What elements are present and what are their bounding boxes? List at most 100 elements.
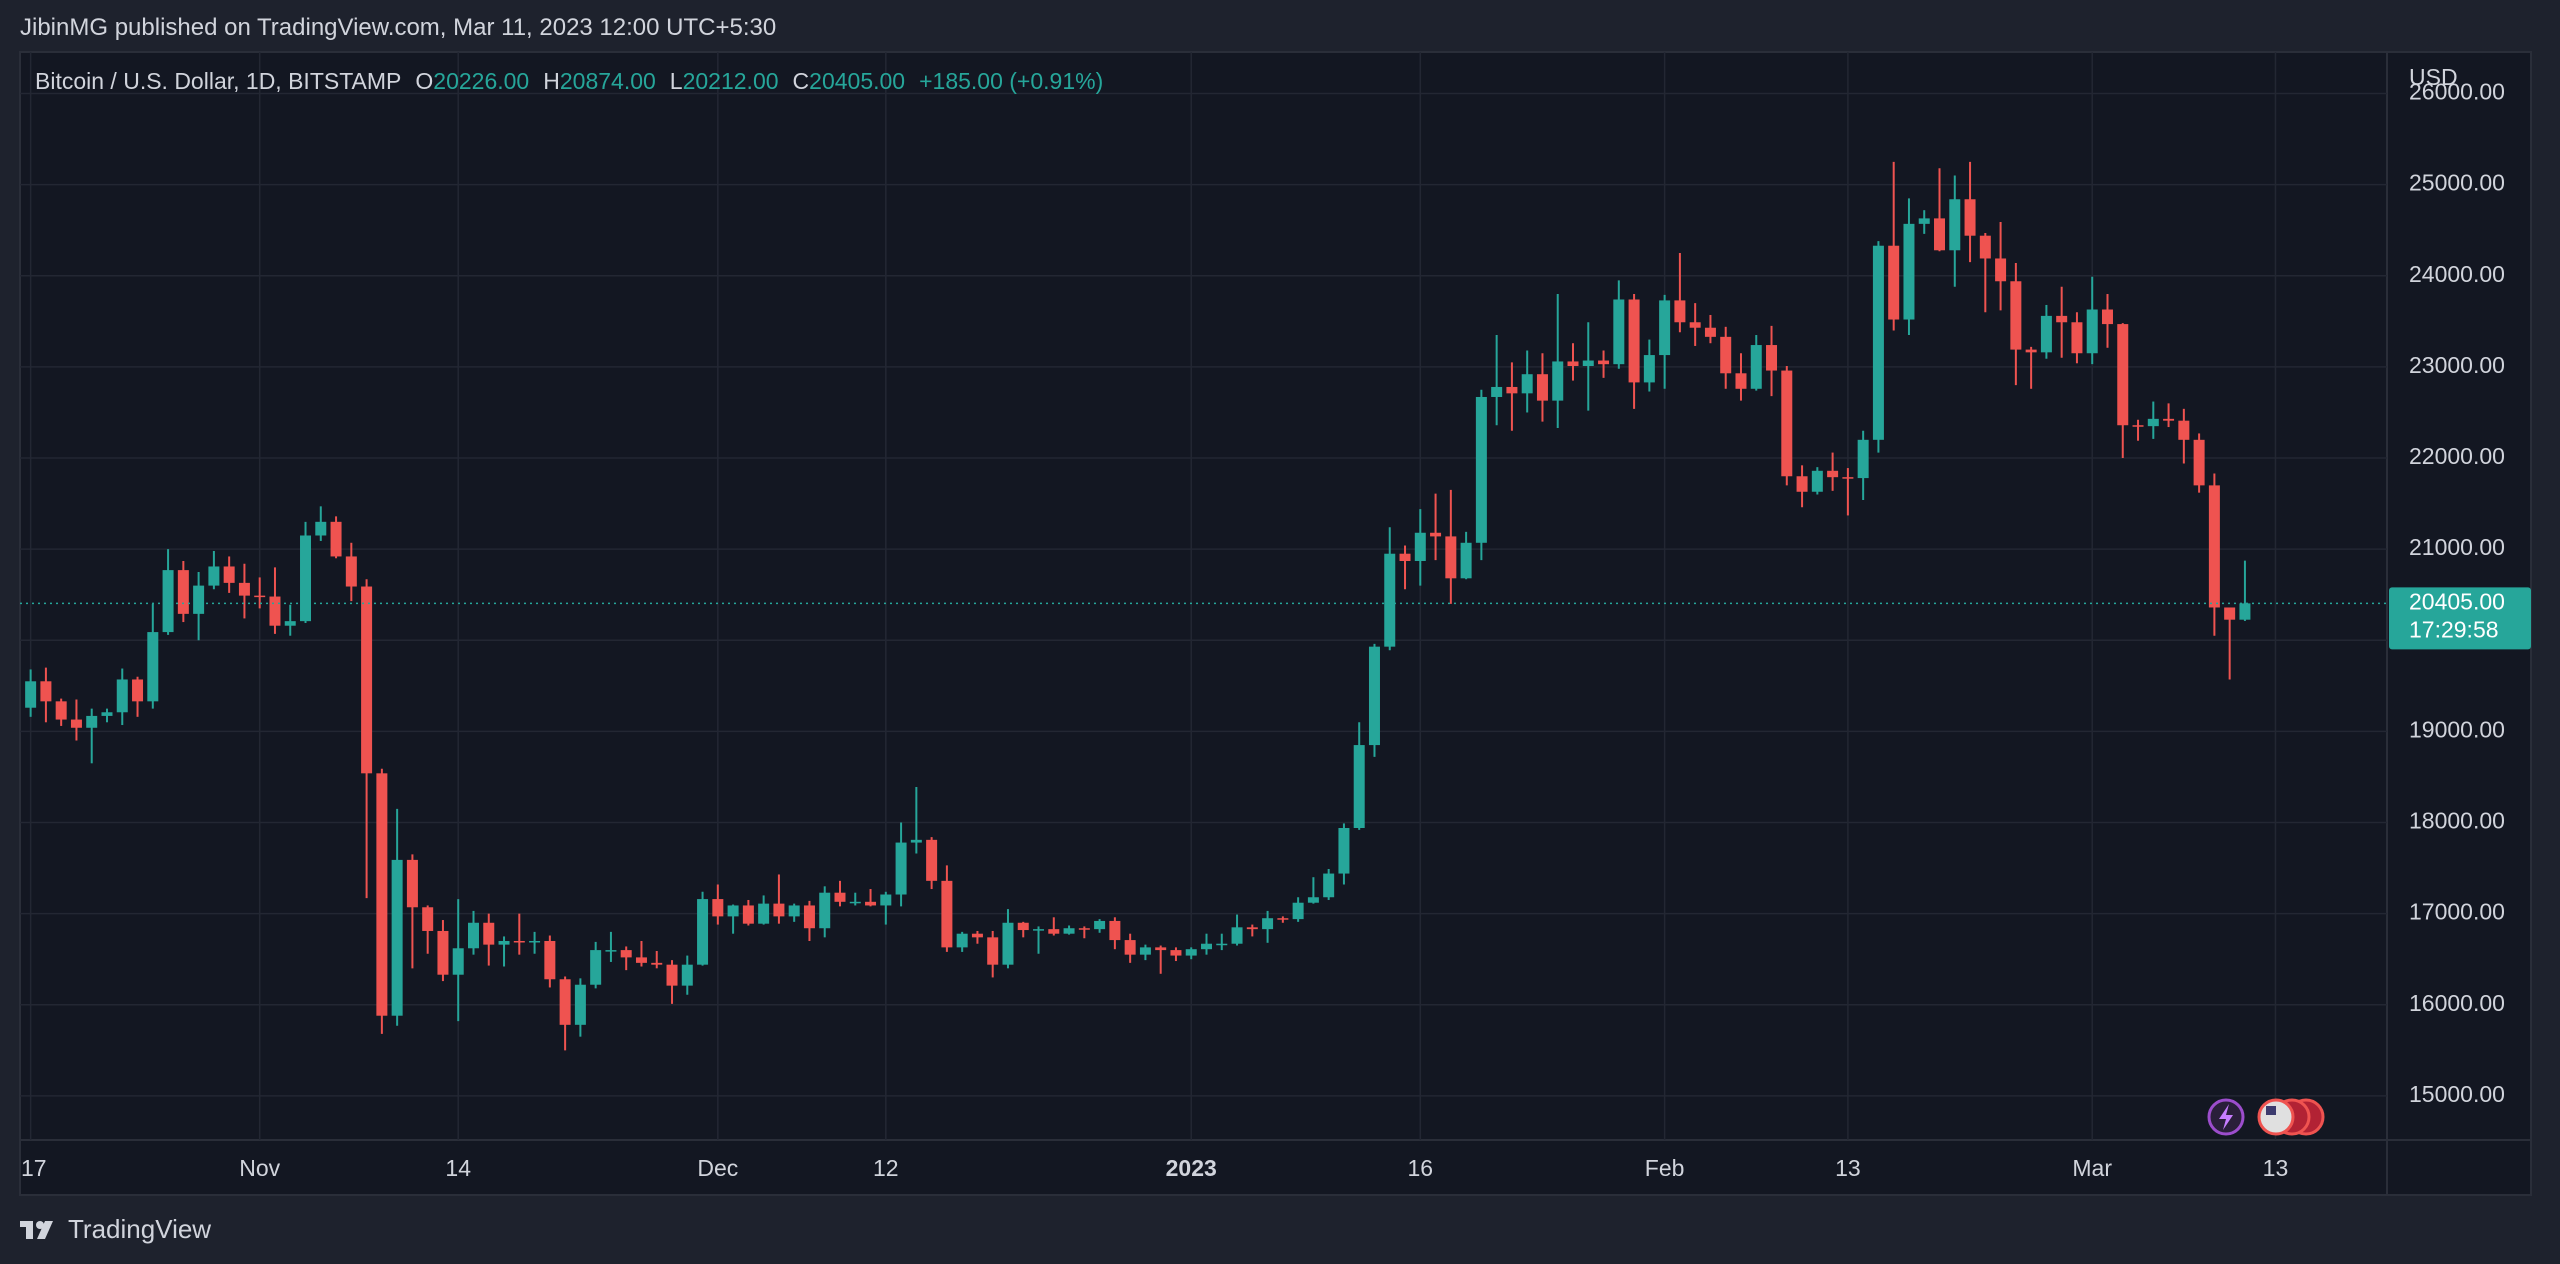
candle-body	[406, 859, 418, 908]
candle-body	[1368, 646, 1380, 746]
candle-body	[697, 899, 709, 965]
candle-body	[1689, 322, 1701, 328]
candle-body	[742, 905, 754, 924]
candle-body	[1598, 360, 1610, 365]
legend: Bitcoin / U.S. Dollar, 1D, BITSTAMP O2022…	[35, 68, 1103, 95]
candle-body	[2056, 315, 2068, 323]
symbol-title: Bitcoin / U.S. Dollar, 1D, BITSTAMP	[35, 68, 402, 94]
footer: TradingView	[20, 1214, 211, 1245]
candle-body	[1338, 827, 1350, 874]
candle-body	[483, 922, 495, 945]
candle-body	[1262, 918, 1274, 930]
candle-body	[1582, 360, 1594, 367]
candle-body	[1201, 943, 1212, 950]
candle-body	[635, 957, 647, 963]
candle-body	[987, 937, 999, 965]
candle-body	[605, 950, 617, 952]
candle-body	[1292, 902, 1304, 920]
candle-body	[1766, 345, 1778, 371]
event-icons	[2207, 1098, 2325, 1136]
candle-body	[2163, 418, 2175, 421]
candle-body	[437, 930, 449, 975]
y-tick-label: 23000.00	[2409, 352, 2505, 378]
brand-name: TradingView	[68, 1214, 212, 1244]
candle-body	[376, 773, 388, 1016]
candle-body	[1643, 355, 1655, 383]
candle-body	[452, 948, 464, 975]
candle-body	[177, 570, 189, 614]
candle-body	[1674, 300, 1686, 323]
candle-body	[880, 894, 892, 906]
candle-body	[590, 950, 602, 985]
candle-body	[101, 712, 113, 716]
candle-body	[803, 905, 815, 929]
candle-body	[1613, 299, 1625, 365]
candle-body	[1445, 536, 1457, 579]
y-tick-label: 19000.00	[2409, 716, 2505, 742]
candle-body	[1460, 542, 1472, 579]
candle-body	[910, 839, 922, 843]
candle-body	[147, 632, 159, 702]
candle-body	[345, 556, 357, 587]
candle-body	[1720, 336, 1732, 374]
candle-body	[2208, 485, 2220, 608]
candle-body	[1353, 745, 1365, 828]
candle-body	[1017, 922, 1029, 931]
candle-body	[1384, 553, 1396, 647]
candle-body	[1827, 470, 1839, 478]
candle-body	[1414, 532, 1426, 562]
x-tick-label: 17	[21, 1155, 47, 1181]
candle-body	[1475, 396, 1487, 543]
candle-body	[1903, 223, 1915, 320]
candle-body	[2193, 439, 2205, 486]
candle-body	[1995, 258, 2007, 282]
candle-body	[2086, 309, 2098, 354]
candle-body	[391, 859, 403, 1016]
candle-body	[2178, 420, 2190, 440]
x-tick-label: 13	[1835, 1155, 1861, 1181]
legend-key: O	[415, 68, 434, 94]
x-tick-label: Mar	[2072, 1155, 2112, 1181]
candle-body	[1430, 532, 1442, 537]
candle-body	[300, 535, 312, 622]
candle-body	[651, 962, 663, 965]
candle-body	[1216, 943, 1228, 946]
candle-body	[284, 621, 296, 626]
candles	[25, 161, 2251, 1051]
candle-body	[926, 839, 938, 881]
legend-key: C	[792, 68, 810, 94]
candle-body	[1918, 218, 1930, 224]
candle-body	[758, 903, 770, 924]
candle-body	[529, 940, 541, 943]
candle-body	[25, 681, 37, 708]
candle-body	[1491, 386, 1503, 397]
candle-body	[574, 984, 586, 1025]
candle-body	[2117, 324, 2129, 426]
candle-body	[1033, 929, 1045, 931]
candle-body	[834, 892, 846, 902]
x-tick-label: Dec	[697, 1155, 738, 1181]
candle-body	[1750, 345, 1762, 389]
candle-body	[116, 679, 128, 713]
grid	[20, 52, 2387, 1140]
y-tick-label: 17000.00	[2409, 899, 2505, 925]
candle-body	[788, 905, 800, 917]
candle-body	[86, 715, 98, 728]
candle-body	[559, 979, 571, 1025]
candle-body	[1842, 477, 1854, 479]
candle-body	[1979, 235, 1991, 259]
candle-body	[1185, 949, 1197, 956]
legend-change: +185.00 (+0.91%)	[919, 68, 1104, 94]
y-axis-label: USD	[2409, 64, 2458, 90]
candle-body	[1552, 361, 1564, 401]
candle-body	[1567, 361, 1579, 367]
y-tick-label: 15000.00	[2409, 1081, 2505, 1107]
candle-body	[1659, 300, 1671, 356]
candle-body	[1307, 897, 1319, 903]
candle-body	[422, 907, 434, 931]
last-price-label: 20405.00	[2409, 588, 2505, 614]
candle-body	[467, 922, 479, 949]
candle-body	[2132, 425, 2144, 427]
candle-body	[1964, 199, 1976, 236]
